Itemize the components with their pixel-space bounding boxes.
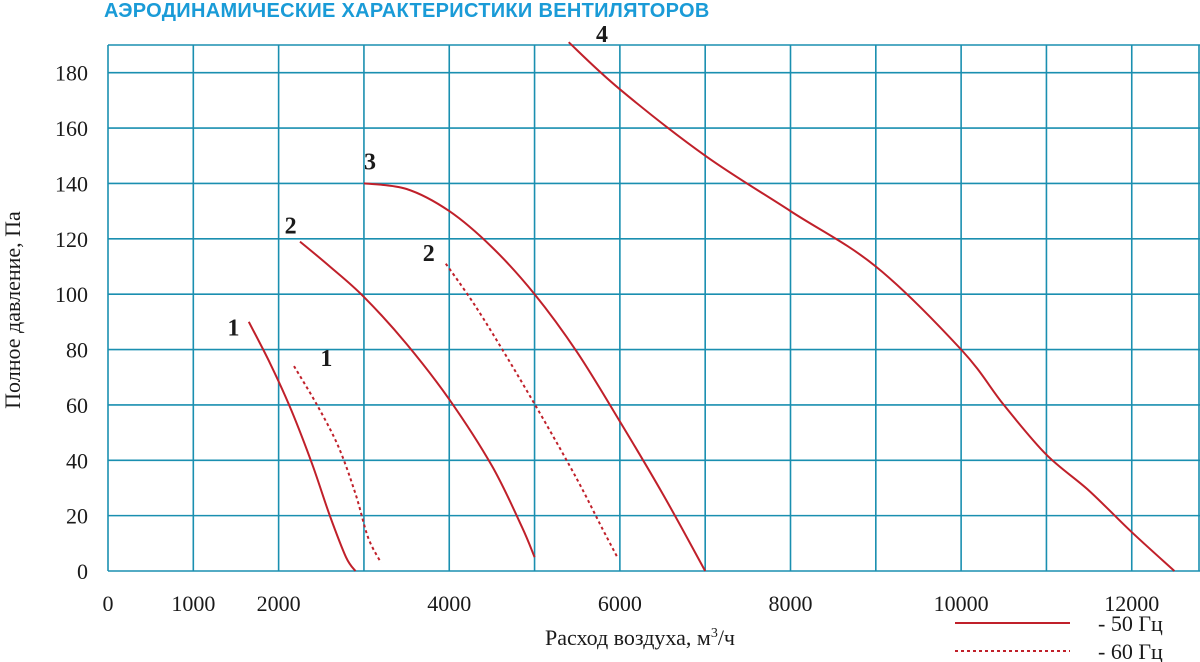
series-layer [247, 41, 1176, 572]
x-axis-label: Расход воздуха, м3/ч [545, 625, 735, 650]
x-tick-label: 10000 [934, 591, 989, 616]
y-tick-label: 60 [66, 393, 88, 418]
y-axis-label: Полное давление, Па [0, 211, 25, 409]
x-tick-label: 4000 [427, 591, 471, 616]
y-tick-label: 120 [55, 227, 88, 252]
x-tick-label: 2000 [257, 591, 301, 616]
curve-3-50hz [363, 182, 707, 572]
curve-label-1-50hz: 1 [227, 316, 239, 342]
x-tick-label: 12000 [1104, 591, 1159, 616]
grid [107, 44, 1200, 572]
curve-label-4-50hz: 4 [596, 22, 608, 48]
x-tick-label: 8000 [769, 591, 813, 616]
curve-1-50hz [247, 321, 357, 572]
curve-2-60hz [444, 263, 619, 558]
y-tick-label: 100 [55, 282, 88, 307]
y-tick-label: 80 [66, 338, 88, 363]
y-tick-label: 40 [66, 448, 88, 473]
x-tick-label: 1000 [171, 591, 215, 616]
chart-title: АЭРОДИНАМИЧЕСКИЕ ХАРАКТЕРИСТИКИ ВЕНТИЛЯТ… [104, 0, 710, 22]
x-tick-label: 0 [103, 591, 114, 616]
curve-label-1-60hz: 1 [320, 346, 332, 372]
legend: - 50 Гц - 60 Гц [955, 611, 1163, 662]
tick-labels: 0 1000 2000 4000 6000 8000 10000 12000 0 20 40 60 80… [55, 61, 1159, 616]
curve-labels: 1 1 2 2 3 4 [227, 22, 608, 372]
y-tick-label: 160 [55, 116, 88, 141]
curve-4-50hz [568, 41, 1176, 572]
y-tick-label: 0 [77, 559, 88, 584]
curve-label-3-50hz: 3 [364, 150, 376, 176]
curve-2-50hz [299, 240, 536, 558]
legend-label: - 50 Гц [1098, 611, 1163, 636]
y-tick-label: 20 [66, 504, 88, 529]
y-tick-label: 140 [55, 171, 88, 196]
curve-label-2-60hz: 2 [423, 241, 435, 267]
legend-label: - 60 Гц [1098, 639, 1163, 662]
curve-label-2-50hz: 2 [285, 213, 297, 239]
curve-1-60hz [293, 365, 382, 564]
x-tick-label: 6000 [598, 591, 642, 616]
y-tick-label: 180 [55, 61, 88, 86]
